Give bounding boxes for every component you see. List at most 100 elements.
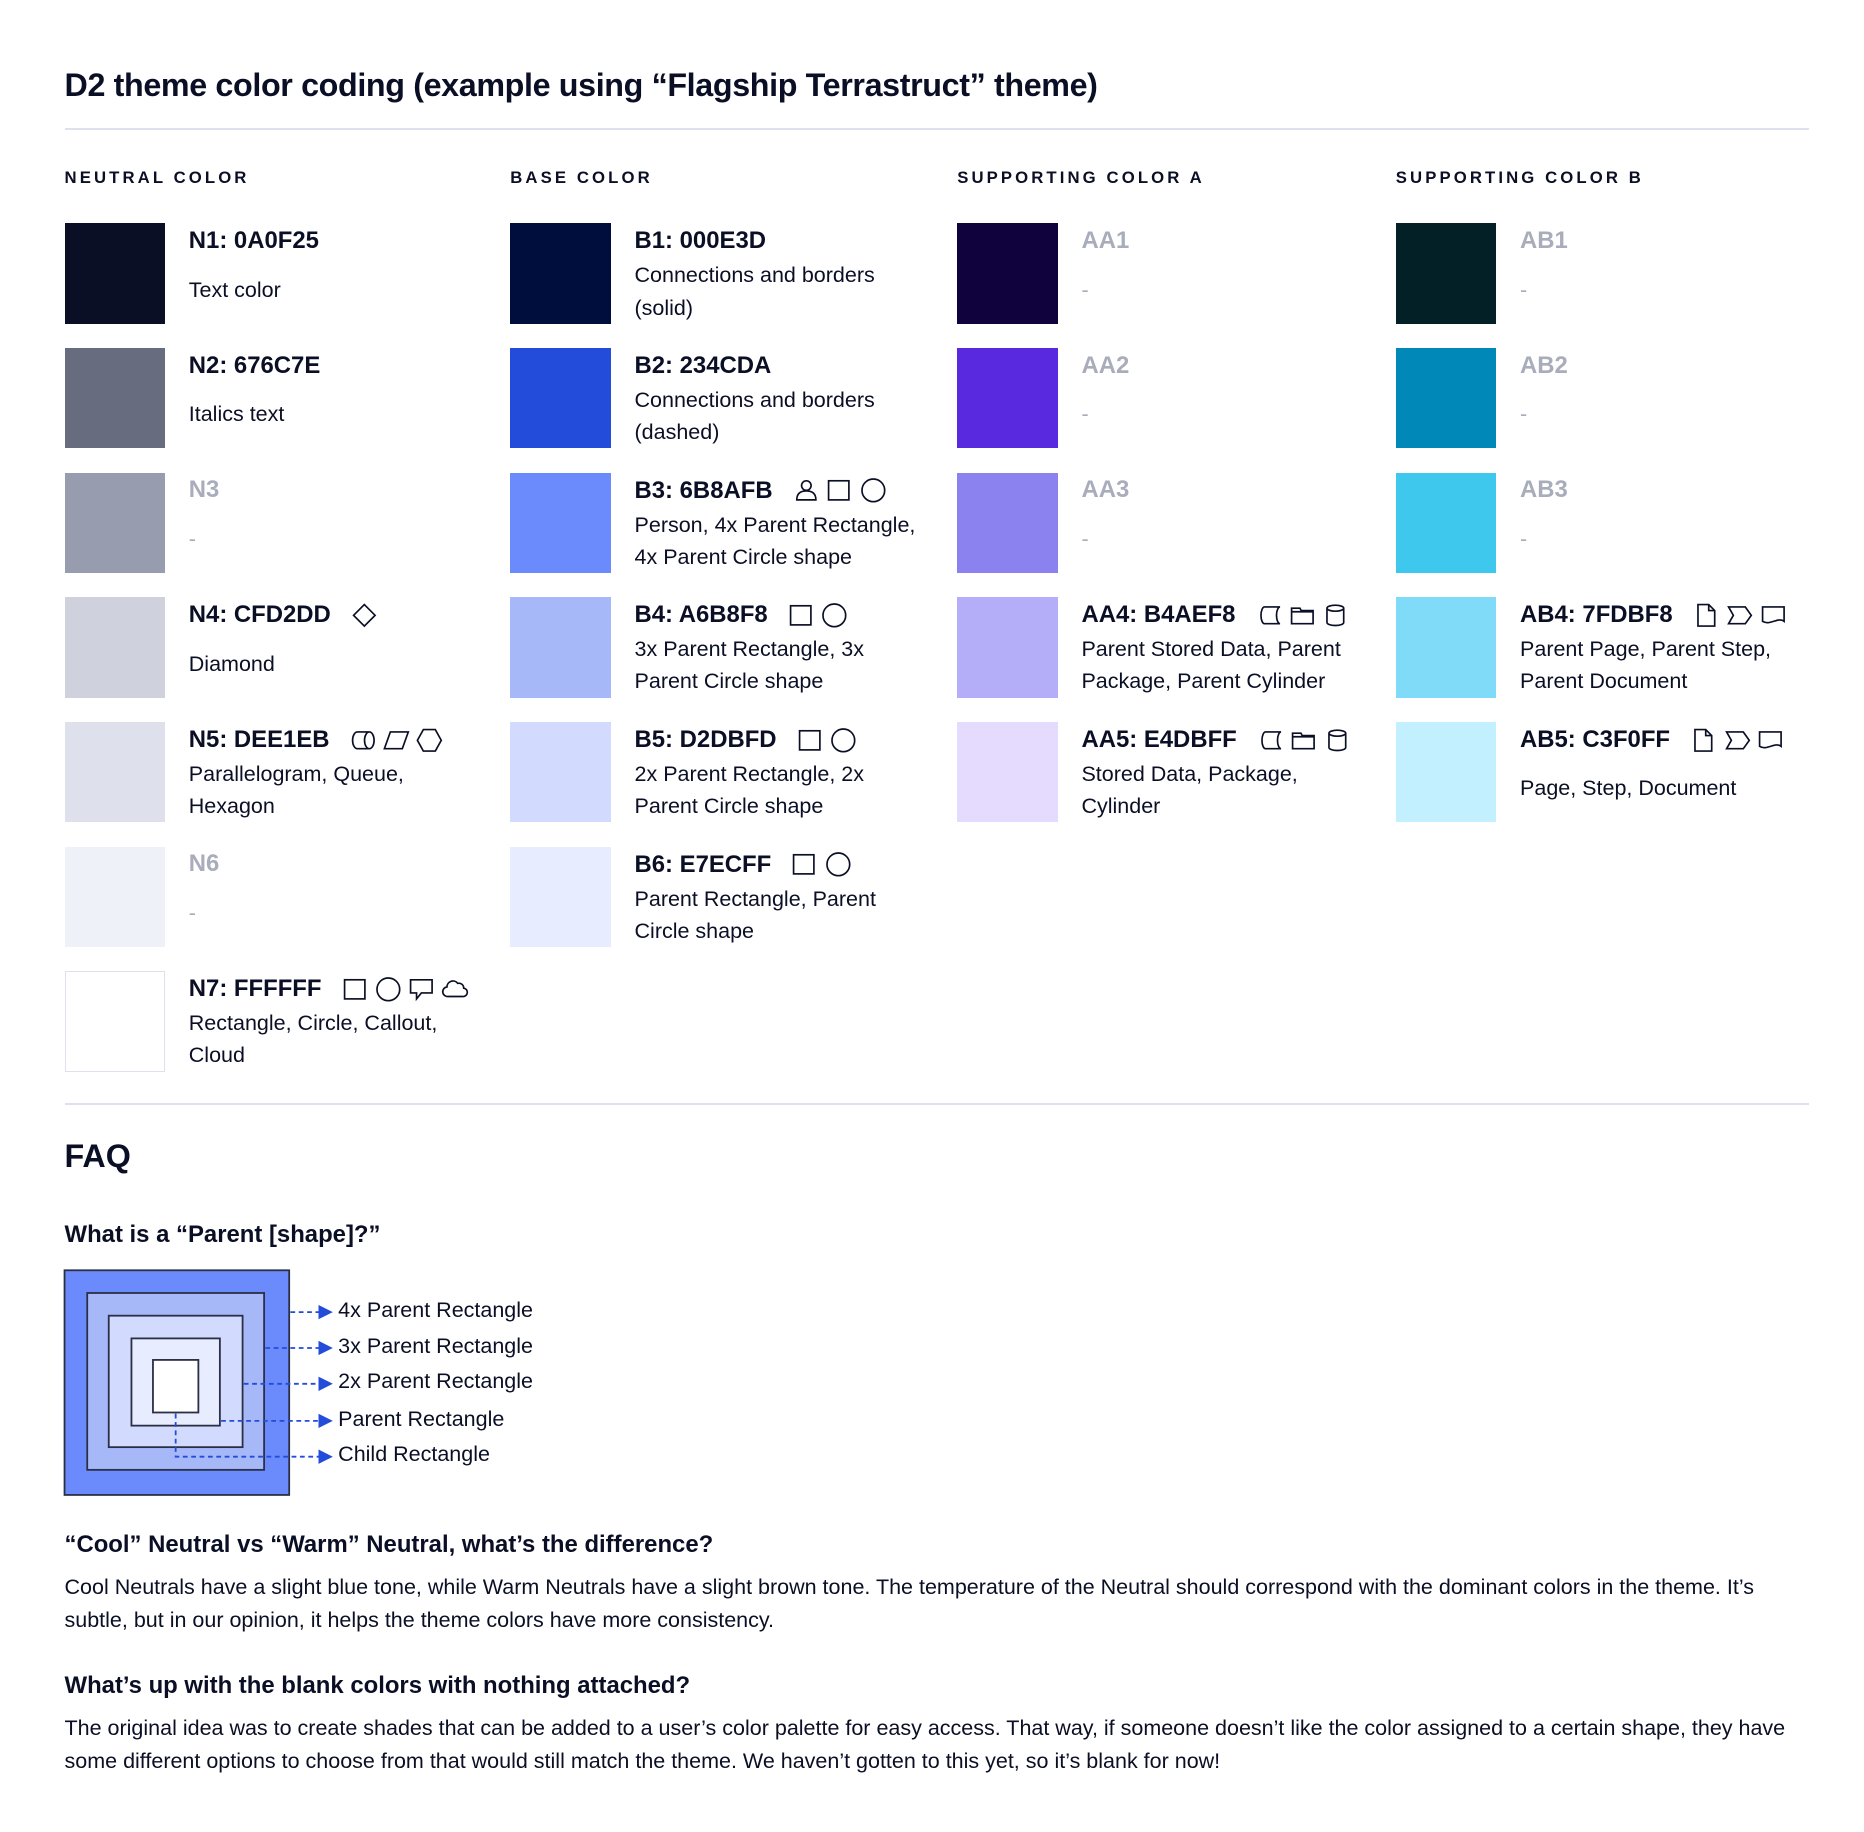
color-item-b5: B5: D2DBFD 2x Parent Rectangle, 2x Parent…	[510, 722, 940, 823]
shape-icons	[350, 601, 379, 630]
faq-question-parent-shape: What is a “Parent [shape]?”	[64, 1221, 381, 1249]
package-icon	[1290, 607, 1314, 625]
color-code-text: AA2	[1081, 351, 1130, 379]
rectangle-icon	[798, 729, 821, 751]
step-icon	[1724, 730, 1750, 750]
color-swatch	[64, 846, 165, 948]
color-code-text: N4: CFD2DD	[188, 601, 331, 629]
color-code: AB2	[1520, 352, 1568, 380]
rectangle-icon	[343, 978, 366, 1000]
color-item-n7: N7: FFFFFF Rectangle, Circle, Callout, Cl…	[64, 971, 495, 1072]
color-code: AA4: B4AEF8	[1081, 601, 1350, 630]
color-item-n6: N6 -	[64, 846, 495, 948]
color-item-n2: N2: 676C7E Italics text	[64, 348, 495, 449]
circle-icon	[376, 977, 401, 1002]
queue-icon	[351, 730, 375, 750]
color-code: B2: 234CDA	[635, 352, 772, 380]
color-code: B3: 6B8AFB	[635, 476, 888, 505]
shape-icons	[796, 726, 858, 755]
color-code: N1: 0A0F25	[189, 227, 319, 255]
shape-icons	[790, 850, 852, 879]
color-code: N4: CFD2DD	[189, 601, 379, 630]
color-usage: Rectangle, Circle, Callout, Cloud	[188, 1011, 438, 1068]
page-icon	[1696, 603, 1716, 627]
shape-icons	[1692, 601, 1788, 630]
color-item-aa4: AA4: B4AEF8 Parent Stored Data, Parent Pa…	[957, 597, 1387, 698]
color-item-aa5: AA5: E4DBFF Stored Data, Package, Cylinde…	[957, 722, 1387, 823]
parallelogram-icon	[383, 730, 410, 750]
circle-icon	[822, 603, 847, 628]
color-usage: Stored Data, Package, Cylinder	[1081, 761, 1298, 819]
color-code: AA3	[1081, 476, 1129, 504]
color-code-text: AB2	[1520, 351, 1568, 379]
faq-answer-neutrals: Cool Neutrals have a slight blue tone, w…	[64, 1575, 1754, 1632]
callout-icon	[410, 978, 434, 1002]
color-code: N2: 676C7E	[189, 352, 320, 380]
stored-data-icon	[1259, 606, 1280, 625]
color-usage: -	[188, 900, 196, 925]
rectangle-icon	[793, 854, 816, 875]
diagram-label: Parent Rectangle	[338, 1406, 505, 1431]
color-code: AB4: 7FDBF8	[1520, 601, 1787, 630]
document-icon	[1761, 606, 1785, 624]
color-swatch	[510, 597, 611, 698]
color-usage: -	[1520, 526, 1528, 551]
step-icon	[1727, 606, 1753, 625]
shape-icons	[787, 601, 849, 630]
color-item-b4: B4: A6B8F8 3x Parent Rectangle, 3x Parent…	[510, 597, 940, 698]
color-code: B1: 000E3D	[635, 227, 766, 255]
cylinder-icon	[1326, 604, 1345, 627]
color-code-text: N2: 676C7E	[188, 351, 321, 379]
person-icon	[795, 480, 817, 502]
color-code-text: B4: A6B8F8	[634, 601, 768, 629]
color-swatch	[64, 597, 165, 698]
package-icon	[1292, 731, 1316, 750]
color-swatch	[510, 348, 611, 449]
color-code: AB3	[1520, 476, 1568, 504]
circle-icon	[825, 852, 851, 877]
shape-icons	[1256, 726, 1352, 755]
circle-icon	[831, 727, 856, 753]
diagram-label: 3x Parent Rectangle	[338, 1333, 533, 1358]
color-code-text: B6: E7ECFF	[634, 850, 772, 878]
divider	[64, 127, 1810, 131]
color-code: AA2	[1081, 352, 1129, 380]
color-code: B6: E7ECFF	[635, 850, 853, 879]
color-usage: -	[1520, 277, 1528, 302]
color-swatch	[957, 722, 1058, 823]
faq-question-blank-colors: What’s up with the blank colors with not…	[64, 1671, 691, 1699]
color-code-text: N6	[188, 850, 220, 878]
color-usage: Page, Step, Document	[1520, 776, 1737, 801]
color-code: AA1	[1081, 227, 1129, 255]
hexagon-icon	[416, 728, 443, 752]
color-usage: 3x Parent Rectangle, 3x Parent Circle sh…	[634, 637, 864, 694]
2x-parent-rectangle	[107, 1314, 244, 1449]
color-swatch	[1395, 472, 1497, 574]
color-swatch	[1395, 597, 1497, 698]
shape-icons	[1689, 726, 1785, 755]
column-heading-supporting-color-a: SUPPORTING COLOR A	[957, 168, 1205, 188]
color-item-ab2: AB2 -	[1395, 348, 1826, 449]
color-code: B4: A6B8F8	[635, 601, 849, 630]
color-swatch	[957, 348, 1058, 449]
color-usage: -	[1081, 526, 1089, 551]
color-code: N6	[189, 850, 220, 878]
arrow-child	[174, 1413, 333, 1464]
color-code-text: AB3	[1520, 476, 1568, 504]
column-heading-neutral-color: NEUTRAL COLOR	[64, 168, 250, 188]
color-usage: Connections and borders (solid)	[634, 263, 875, 320]
diagram-label: 4x Parent Rectangle	[338, 1297, 533, 1322]
color-code-text: N5: DEE1EB	[188, 725, 330, 753]
color-swatch	[64, 971, 165, 1072]
color-code-text: B2: 234CDA	[634, 351, 772, 379]
color-usage: -	[188, 526, 196, 551]
color-usage: -	[1081, 277, 1089, 302]
stored-data-icon	[1261, 730, 1282, 750]
column-heading-supporting-color-b: SUPPORTING COLOR B	[1395, 168, 1644, 188]
color-item-aa2: AA2 -	[957, 348, 1387, 449]
faq-question-neutrals: “Cool” Neutral vs “Warm” Neutral, what’s…	[64, 1530, 714, 1558]
color-swatch	[957, 472, 1058, 574]
diamond-icon	[352, 603, 377, 628]
color-usage: Parent Stored Data, Parent Package, Pare…	[1081, 637, 1341, 694]
